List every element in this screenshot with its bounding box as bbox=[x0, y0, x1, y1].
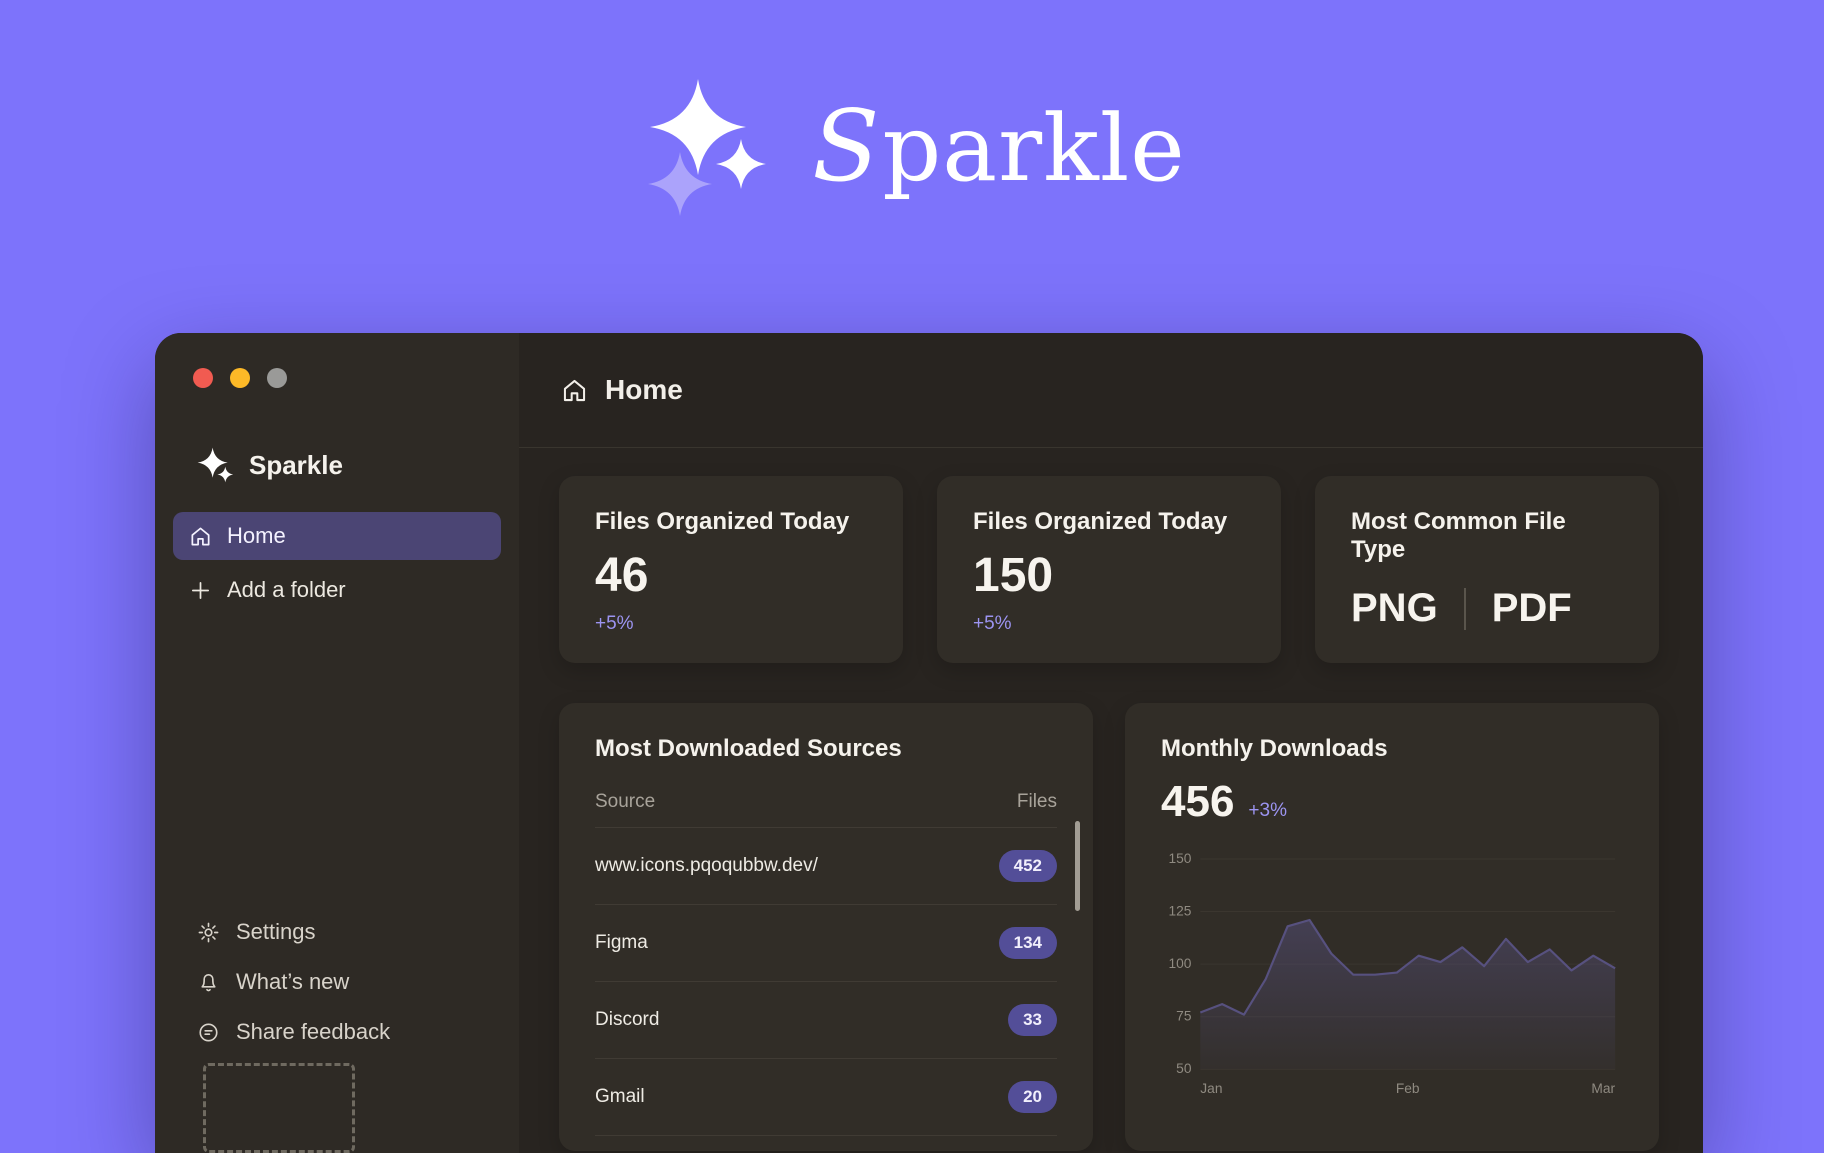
plus-icon bbox=[191, 581, 210, 599]
stat-value: 46 bbox=[595, 549, 649, 602]
gear-icon bbox=[198, 922, 219, 942]
sidebar-item-add-folder[interactable]: Add a folder bbox=[173, 566, 501, 614]
filetype-values: PNG PDF bbox=[1351, 586, 1623, 631]
bell-icon bbox=[201, 973, 216, 991]
downloads-value-row: 456 +3% bbox=[1161, 777, 1623, 827]
feedback-icon bbox=[199, 1022, 218, 1042]
stat-card-file-type: Most Common File Type PNG PDF bbox=[1315, 476, 1659, 663]
sidebar-item-label: Settings bbox=[236, 919, 316, 944]
page-content: Files Organized Today 46 +5% Files Organ… bbox=[519, 448, 1703, 1151]
table-row[interactable]: www.icons.pqoqubbw.dev/452 bbox=[595, 828, 1057, 905]
downloads-delta: +3% bbox=[1248, 800, 1287, 821]
table-row[interactable]: Gmail 20 bbox=[595, 1059, 1057, 1136]
page-title: Home bbox=[605, 374, 683, 405]
sources-table-header: Source Files bbox=[595, 791, 1057, 828]
scrollbar[interactable] bbox=[1075, 821, 1080, 911]
stat-delta: +5% bbox=[595, 613, 634, 634]
sidebar-item-share-feedback[interactable]: Share feedback bbox=[181, 1007, 501, 1057]
panels-row: Most Downloaded Sources Source Files www… bbox=[559, 703, 1659, 1151]
page-header: Home bbox=[519, 333, 1703, 448]
stat-delta: +5% bbox=[973, 613, 1012, 634]
svg-text:Mar: Mar bbox=[1591, 1081, 1615, 1096]
sidebar-item-settings[interactable]: Settings bbox=[181, 907, 501, 957]
column-header-source: Source bbox=[595, 791, 656, 812]
divider bbox=[1463, 587, 1466, 630]
sparkle-icon bbox=[197, 447, 234, 483]
svg-text:Feb: Feb bbox=[1396, 1081, 1420, 1096]
filetype-primary: PNG bbox=[1351, 586, 1438, 630]
panel-title: Most Downloaded Sources bbox=[595, 735, 902, 762]
stat-title: Files Organized Today bbox=[973, 508, 1228, 535]
svg-text:150: 150 bbox=[1169, 851, 1192, 866]
sources-table-body: www.icons.pqoqubbw.dev/452 Figma 134 Discor… bbox=[595, 828, 1057, 1136]
stat-title: Most Common File Type bbox=[1351, 508, 1566, 563]
sidebar-item-label: Home bbox=[227, 523, 286, 548]
filetype-secondary: PDF bbox=[1491, 586, 1572, 630]
downloads-value: 456 bbox=[1161, 777, 1235, 826]
panel-title: Monthly Downloads bbox=[1161, 735, 1388, 762]
hero-wordmark-rest: parkle bbox=[882, 95, 1186, 202]
files-badge: 20 bbox=[1008, 1081, 1057, 1113]
stat-card-files-organized-2: Files Organized Today 150 +5% bbox=[937, 476, 1281, 663]
files-badge: 452 bbox=[998, 850, 1057, 882]
table-row[interactable]: Figma 134 bbox=[595, 905, 1057, 982]
files-badge: 33 bbox=[1008, 1004, 1057, 1036]
zoom-button[interactable] bbox=[267, 368, 287, 388]
svg-text:50: 50 bbox=[1176, 1061, 1192, 1076]
stat-title: Files Organized Today bbox=[595, 508, 850, 535]
close-button[interactable] bbox=[193, 368, 213, 388]
stat-card-files-organized-1: Files Organized Today 46 +5% bbox=[559, 476, 903, 663]
home-icon bbox=[191, 526, 210, 546]
source-name: Figma bbox=[595, 932, 648, 953]
table-row[interactable]: Discord 33 bbox=[595, 982, 1057, 1059]
files-badge: 134 bbox=[998, 927, 1057, 959]
sidebar-brand: Sparkle bbox=[196, 446, 501, 484]
source-name: Gmail bbox=[595, 1086, 645, 1107]
source-name: www.icons.pqoqubbw.dev/ bbox=[595, 855, 818, 876]
sidebar-nav: Home Add a folder bbox=[173, 512, 501, 614]
traffic-lights bbox=[193, 368, 501, 388]
sidebar-item-whats-new[interactable]: What’s new bbox=[181, 957, 501, 1007]
app-window: Sparkle Home Add a folder bbox=[155, 333, 1703, 1153]
sidebar-item-label: Share feedback bbox=[236, 1019, 391, 1044]
chart-container: 150 125 100 75 50 Jan Feb Mar bbox=[1161, 845, 1623, 1099]
monthly-downloads-panel: Monthly Downloads 456 +3% 150 125 100 75 50 J… bbox=[1125, 703, 1659, 1151]
minimize-button[interactable] bbox=[230, 368, 250, 388]
sidebar-item-label: Add a folder bbox=[227, 577, 346, 602]
stat-value: 150 bbox=[973, 549, 1054, 602]
main-area: Home Files Organized Today 46 +5% Files … bbox=[519, 333, 1703, 1153]
sidebar-footer: Settings What’s new Share feedback bbox=[173, 907, 501, 1153]
downloads-chart: 150 125 100 75 50 Jan Feb Mar bbox=[1169, 851, 1616, 1096]
stamp-decoration bbox=[203, 1063, 355, 1153]
svg-text:Jan: Jan bbox=[1200, 1081, 1222, 1096]
sidebar-brand-name: Sparkle bbox=[249, 449, 343, 480]
sparkle-logo-icon bbox=[648, 79, 767, 216]
svg-text:75: 75 bbox=[1176, 1009, 1192, 1024]
sidebar: Sparkle Home Add a folder bbox=[155, 333, 519, 1153]
source-name: Discord bbox=[595, 1009, 660, 1030]
sidebar-item-home[interactable]: Home bbox=[173, 512, 501, 560]
stats-row: Files Organized Today 46 +5% Files Organ… bbox=[559, 476, 1659, 663]
column-header-files: Files bbox=[1016, 791, 1057, 812]
hero-wordmark-initial: S bbox=[812, 90, 881, 204]
sidebar-item-label: What’s new bbox=[236, 969, 350, 994]
svg-text:100: 100 bbox=[1169, 956, 1192, 971]
home-icon bbox=[563, 379, 586, 401]
svg-text:125: 125 bbox=[1169, 903, 1192, 918]
sources-panel: Most Downloaded Sources Source Files www… bbox=[559, 703, 1093, 1151]
